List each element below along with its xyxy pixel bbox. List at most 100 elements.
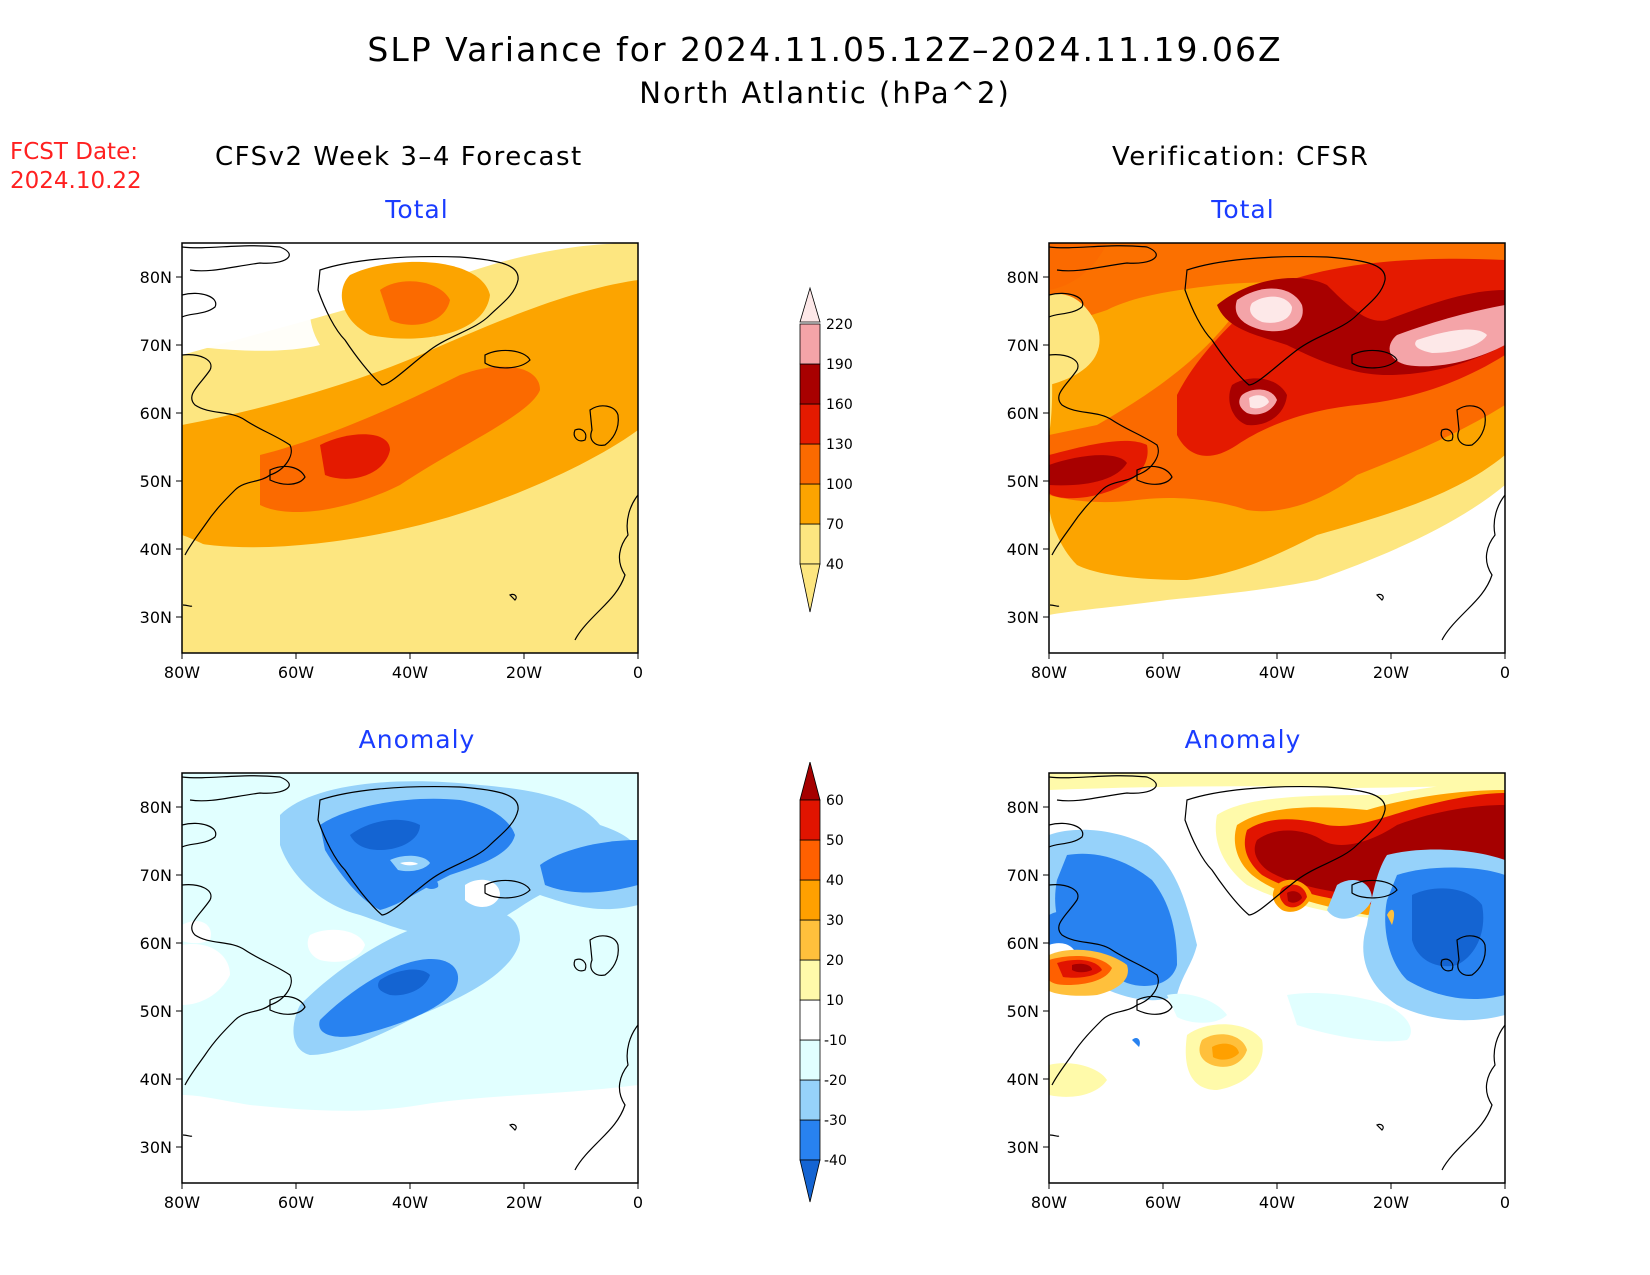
colorbar-level: 190	[826, 357, 853, 373]
lon-label: 20W	[1373, 1193, 1409, 1212]
colorbar-swatch	[799, 523, 821, 565]
colorbar-swatches	[799, 799, 821, 1161]
lat-label: 50N	[140, 1002, 172, 1021]
verification-total-map: 80N 70N 60N 50N 40N 30N 80W 60W 40W 20W …	[1007, 242, 1510, 682]
lon-label: 80W	[164, 1193, 200, 1212]
lat-label: 50N	[140, 472, 172, 491]
colorbar-level: 220	[826, 317, 853, 333]
forecast-total-title: Total	[385, 195, 449, 224]
lat-label: 30N	[140, 1138, 172, 1157]
forecast-column-title: CFSv2 Week 3–4 Forecast	[215, 142, 583, 172]
colorbar-level: 100	[826, 477, 853, 493]
colorbar-level: 130	[826, 437, 853, 453]
lat-label: 80N	[1007, 798, 1039, 817]
colorbar-level: 50	[826, 833, 844, 849]
lon-axis-labels: 80W 60W 40W 20W 0	[164, 1183, 643, 1212]
lat-axis-labels: 80N 70N 60N 50N 40N 30N	[1007, 268, 1049, 627]
lon-label: 80W	[1031, 1193, 1067, 1212]
colorbar-tick-labels: -40 -30 -20 -10 10 20 30 40 50 60	[824, 793, 847, 1169]
colorbar-level: 40	[826, 873, 844, 889]
lon-label: 0	[633, 1193, 643, 1212]
lon-label: 60W	[278, 663, 314, 682]
colorbar-level: -30	[824, 1113, 847, 1129]
colorbar-swatch	[799, 879, 821, 921]
chart-subtitle: North Atlantic (hPa^2)	[639, 76, 1011, 110]
lat-label: 30N	[140, 608, 172, 627]
lat-label: 40N	[1007, 1070, 1039, 1089]
lat-axis-labels: 80N 70N 60N 50N 40N 30N	[1007, 798, 1049, 1157]
verification-anomaly-title: Anomaly	[1184, 725, 1302, 754]
lon-label: 40W	[392, 663, 428, 682]
lat-label: 70N	[1007, 336, 1039, 355]
fcst-date-label: FCST Date:	[10, 139, 138, 165]
lat-axis-labels: 80N 70N 60N 50N 40N 30N	[140, 268, 182, 627]
colorbar-swatch	[799, 1039, 821, 1081]
colorbar-swatch	[799, 363, 821, 405]
lon-label: 60W	[1145, 1193, 1181, 1212]
colorbar-level: -40	[824, 1153, 847, 1169]
verification-anomaly-map: 80N 70N 60N 50N 40N 30N 80W 60W 40W 20W …	[1007, 772, 1510, 1212]
total-colorbar: 40 70 100 130 160 190 220	[799, 286, 853, 613]
colorbar-level: 40	[826, 557, 844, 573]
lat-label: 30N	[1007, 608, 1039, 627]
colorbar-bottom-arrow	[799, 563, 821, 613]
anomaly-colorbar: -40 -30 -20 -10 10 20 30 40 50 60	[799, 762, 847, 1203]
colorbar-swatch	[799, 403, 821, 445]
lon-axis-labels: 80W 60W 40W 20W 0	[1031, 653, 1510, 682]
colorbar-swatches	[799, 323, 821, 565]
colorbar-level: 10	[826, 993, 844, 1009]
lon-label: 80W	[164, 663, 200, 682]
lon-label: 0	[1500, 1193, 1510, 1212]
colorbar-level: -20	[824, 1073, 847, 1089]
colorbar-swatch	[799, 483, 821, 525]
lon-label: 20W	[1373, 663, 1409, 682]
colorbar-swatch	[799, 919, 821, 961]
colorbar-level: 30	[826, 913, 844, 929]
lat-label: 80N	[1007, 268, 1039, 287]
colorbar-level: 20	[826, 953, 844, 969]
fcst-date: FCST Date: 2024.10.22	[10, 138, 142, 196]
colorbar-swatch	[799, 1119, 821, 1161]
lat-label: 70N	[1007, 866, 1039, 885]
forecast-total-map: 80N 70N 60N 50N 40N 30N 80W 60W 40W 20W …	[140, 242, 643, 682]
colorbar-top-arrow	[799, 762, 821, 801]
colorbar-bottom-arrow	[799, 1159, 821, 1203]
colorbar-swatch	[799, 443, 821, 485]
lon-axis-labels: 80W 60W 40W 20W 0	[1031, 1183, 1510, 1212]
lon-axis-labels: 80W 60W 40W 20W 0	[164, 653, 643, 682]
lon-label: 20W	[506, 1193, 542, 1212]
lat-label: 40N	[1007, 540, 1039, 559]
lat-label: 40N	[140, 1070, 172, 1089]
chart-title: SLP Variance for 2024.11.05.12Z–2024.11.…	[367, 30, 1283, 69]
lat-label: 60N	[140, 404, 172, 423]
fcst-date-value: 2024.10.22	[10, 168, 142, 194]
lon-label: 60W	[278, 1193, 314, 1212]
verification-total-title: Total	[1211, 195, 1275, 224]
forecast-anomaly-title: Anomaly	[358, 725, 476, 754]
lat-label: 60N	[1007, 934, 1039, 953]
lat-label: 80N	[140, 268, 172, 287]
colorbar-swatch	[799, 323, 821, 365]
colorbar-level: 160	[826, 397, 853, 413]
colorbar-top-arrow	[799, 286, 821, 323]
lon-label: 0	[633, 663, 643, 682]
lat-label: 40N	[140, 540, 172, 559]
colorbar-swatch	[799, 799, 821, 841]
lat-label: 30N	[1007, 1138, 1039, 1157]
colorbar-swatch	[799, 1079, 821, 1121]
lon-label: 80W	[1031, 663, 1067, 682]
lat-label: 60N	[1007, 404, 1039, 423]
lon-label: 60W	[1145, 663, 1181, 682]
lat-label: 50N	[1007, 472, 1039, 491]
forecast-anomaly-map: 80N 70N 60N 50N 40N 30N 80W 60W 40W 20W …	[140, 772, 643, 1212]
verification-column-title: Verification: CFSR	[1112, 142, 1370, 172]
lon-label: 20W	[506, 663, 542, 682]
lat-label: 80N	[140, 798, 172, 817]
lat-label: 70N	[140, 866, 172, 885]
lat-axis-labels: 80N 70N 60N 50N 40N 30N	[140, 798, 182, 1157]
colorbar-level: -10	[824, 1033, 847, 1049]
lon-label: 40W	[1259, 1193, 1295, 1212]
lon-label: 40W	[1259, 663, 1295, 682]
colorbar-level: 60	[826, 793, 844, 809]
colorbar-swatch	[799, 959, 821, 1001]
